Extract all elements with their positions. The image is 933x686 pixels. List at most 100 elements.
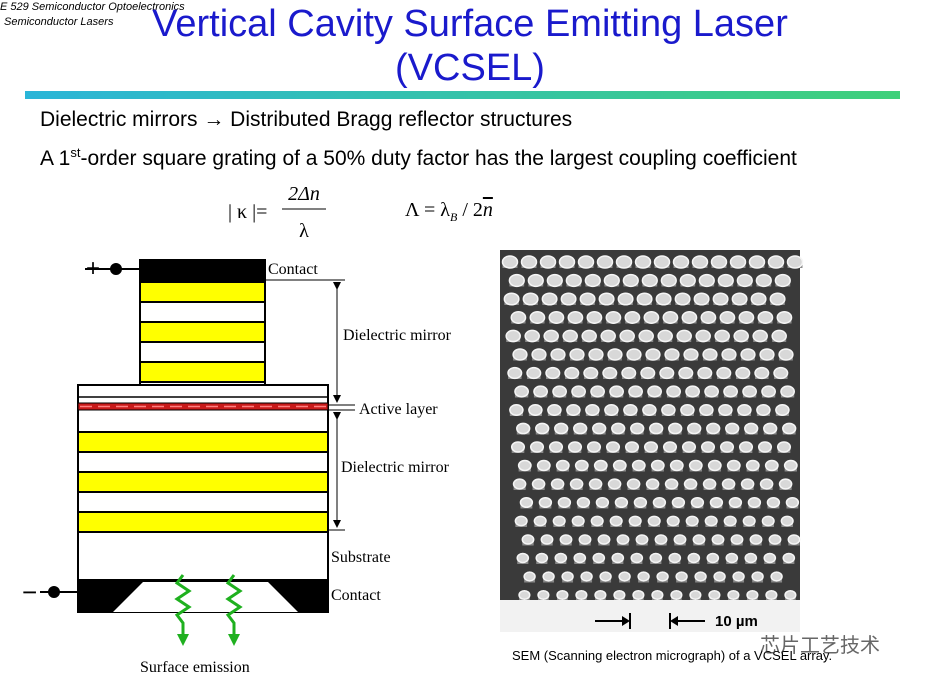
pillar-top [528,404,543,416]
pillar-top [773,366,789,380]
pillar-top [577,255,595,269]
pillar-top [711,534,725,545]
pillar-top [730,534,744,545]
pillar-top [633,496,648,509]
equation: | κ |= 2Δn λ [228,183,326,242]
pillar-top [609,385,625,398]
pillar-top [664,348,680,361]
pillar-top [628,385,644,398]
pillar-top [576,496,591,509]
label: Contact [331,587,381,604]
label: Contact [268,261,318,278]
pillar-top [774,273,791,288]
pillar-top [579,292,596,306]
pillar-top [719,441,735,453]
pillar-top [670,589,683,601]
pillar-top [571,515,585,527]
pillar-top [725,552,739,564]
pillar-top [531,348,547,361]
pillar-top [569,478,584,490]
pillar-top [708,589,721,601]
pillar-top [512,348,528,361]
pillar-top [679,273,696,288]
pillar-top [514,385,530,398]
pillar-top [732,571,745,582]
pillar-top [764,459,779,472]
pillar-top [581,329,597,343]
pillar-top [652,496,667,509]
pillar-top [541,292,558,306]
pillar-top [669,459,684,472]
pillar-top [688,459,703,472]
pillar-top [584,273,601,288]
pillar-top [784,589,797,601]
pillar-top [600,329,616,343]
pillar-top [718,404,733,416]
pillar-top [691,255,709,269]
pillar-top [659,366,675,380]
pillar-top [593,459,608,472]
pillar-top [735,366,751,380]
pillar-top [517,459,532,472]
scale-bar-area [500,600,800,632]
pillar-top [752,329,768,343]
pillar-top [637,571,650,582]
pillar-top [710,255,728,269]
pillar-top [726,459,741,472]
pillar-top [547,404,562,416]
pillar-top [552,515,566,527]
pillar-top [590,515,604,527]
pillar-top [535,552,549,564]
pillar-top [706,552,720,564]
pillar-top [654,534,668,545]
title-box: Vertical Cavity Surface Emitting Laser (… [152,3,788,89]
pillar-top [529,441,545,453]
pillar-top [673,534,687,545]
pillar-top [662,441,678,453]
pillar-top [575,589,588,601]
pillar-top [716,366,732,380]
pillar-top [583,366,599,380]
pillar-top [761,385,777,398]
pillar-top [540,534,554,545]
pillar-top [650,459,665,472]
pillar-top [557,496,572,509]
pillar-top [683,348,699,361]
pillar-top [729,255,747,269]
pillar-top [537,589,550,601]
pillar-top [770,571,783,582]
pillar-top [738,441,754,453]
pillar-top [676,329,692,343]
pillar-top [645,348,661,361]
pillar-top [626,478,641,490]
pillar-top [651,589,664,601]
pillar-top [780,385,796,398]
pillar-top [728,496,743,509]
pillar-top [759,348,775,361]
pillar-top [763,422,778,435]
bullet: A 1st-order square grating of a 50% duty… [40,145,797,170]
pillar-top [567,311,584,324]
text: -order square grating of a 50% duty fact… [81,147,798,170]
pillar-top [555,459,570,472]
pillar-top [747,496,762,509]
pillar-top [609,515,623,527]
pillar-top [671,496,686,509]
pillar-top [624,311,641,324]
pillar-top [713,571,726,582]
pillar-top [657,329,673,343]
pillar-top [755,273,772,288]
pillar-top [668,422,683,435]
pillar-top [740,348,756,361]
pillar-top [744,552,758,564]
label: Substrate [331,549,391,566]
pillar-top [615,255,633,269]
pillar-top [552,385,568,398]
pillar-top [545,366,561,380]
pillar-top [727,589,740,601]
pillar-top [666,515,680,527]
pillar-top [614,496,629,509]
pillar-top [692,534,706,545]
pillar-top [561,571,574,582]
